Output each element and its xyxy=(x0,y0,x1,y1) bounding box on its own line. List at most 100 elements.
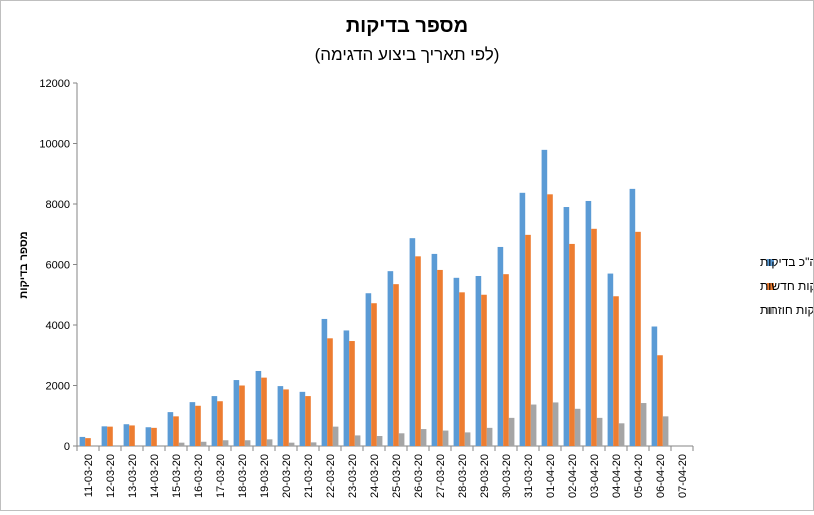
bar-1 xyxy=(299,391,306,446)
bar-3 xyxy=(376,436,383,446)
bar-3 xyxy=(508,417,515,446)
bar-1 xyxy=(79,436,86,446)
bar-3 xyxy=(288,442,295,446)
bar-2 xyxy=(173,416,179,446)
bar-1 xyxy=(233,380,240,446)
bar-2 xyxy=(129,425,135,446)
x-tick-label: 02-04-20 xyxy=(567,454,579,498)
x-tick-label: 29-03-20 xyxy=(479,454,491,498)
bar-2 xyxy=(107,426,113,446)
bar-1 xyxy=(563,207,570,446)
legend-swatch xyxy=(767,283,774,290)
x-tick-label: 12-03-20 xyxy=(105,454,117,498)
y-tick-label: 0 xyxy=(64,441,70,453)
plot-area: 0 2000 4000 6000 8000 10000 12000 11-03-20 12-03… xyxy=(39,78,694,498)
bar-2 xyxy=(481,294,487,446)
bar-2 xyxy=(635,231,641,446)
x-tick-label: 01-04-20 xyxy=(545,454,557,498)
bar-3 xyxy=(574,408,581,446)
bar-2 xyxy=(415,256,421,446)
bar-1 xyxy=(101,426,108,446)
bar-1 xyxy=(453,277,460,446)
x-tick-label: 13-03-20 xyxy=(127,454,139,498)
x-tick-label: 20-03-20 xyxy=(281,454,293,498)
bar-3 xyxy=(552,402,559,446)
y-tick-label: 10000 xyxy=(39,139,70,151)
x-tick-label: 23-03-20 xyxy=(347,454,359,498)
bar-1 xyxy=(277,386,284,446)
bar-3 xyxy=(222,440,229,446)
chart-subtitle: (לפי תאריך ביצוע הדגימה) xyxy=(315,45,500,64)
bar-1 xyxy=(541,149,548,447)
bar-3 xyxy=(332,426,339,446)
bar-1 xyxy=(497,246,504,446)
bar-3 xyxy=(310,442,317,446)
x-tick-label: 30-03-20 xyxy=(501,454,513,498)
bar-1 xyxy=(629,188,636,446)
x-tick-label: 28-03-20 xyxy=(457,454,469,498)
bar-2 xyxy=(657,355,663,446)
x-tick-label: 18-03-20 xyxy=(237,454,249,498)
x-tick-label: 25-03-20 xyxy=(391,454,403,498)
x-tick-label: 07-04-20 xyxy=(677,454,689,498)
x-tick-label: 19-03-20 xyxy=(259,454,271,498)
bar-2 xyxy=(195,405,201,446)
bar-1 xyxy=(365,293,372,446)
bar-1 xyxy=(475,275,482,446)
bar-2 xyxy=(525,234,531,446)
x-tick-label: 05-04-20 xyxy=(633,454,645,498)
y-axis-title: מספר בדיקות xyxy=(18,231,30,298)
legend-label: בדיקות חדשות xyxy=(760,279,813,293)
bar-2 xyxy=(371,303,377,446)
bar-3 xyxy=(596,417,603,446)
legend-swatch xyxy=(767,259,774,266)
bar-1 xyxy=(387,271,394,446)
bar-1 xyxy=(123,424,130,446)
bar-2 xyxy=(239,385,245,446)
bar-1 xyxy=(431,253,438,446)
bar-1 xyxy=(607,273,614,446)
bar-3 xyxy=(442,430,449,446)
bar-1 xyxy=(145,427,152,446)
x-tick-label: 21-03-20 xyxy=(303,454,315,498)
bar-1 xyxy=(519,192,526,446)
x-tick-label: 27-03-20 xyxy=(435,454,447,498)
y-tick-label: 2000 xyxy=(46,381,70,393)
x-tick-label: 24-03-20 xyxy=(369,454,381,498)
bar-1 xyxy=(255,370,262,446)
x-tick-label: 11-03-20 xyxy=(83,454,95,497)
bar-1 xyxy=(167,412,174,446)
bar-2 xyxy=(437,269,443,446)
bar-3 xyxy=(640,403,647,446)
bar-3 xyxy=(200,441,207,446)
bar-1 xyxy=(409,238,416,446)
bar-1 xyxy=(321,318,328,446)
bar-3 xyxy=(354,435,361,446)
bar-3 xyxy=(486,427,493,446)
bar-2 xyxy=(503,274,509,446)
bar-3 xyxy=(266,439,273,446)
x-tick-label: 04-04-20 xyxy=(611,454,623,498)
bar-1 xyxy=(189,402,196,446)
bar-2 xyxy=(591,228,597,446)
bar-2 xyxy=(547,194,553,446)
x-tick-label: 16-03-20 xyxy=(193,454,205,498)
x-tick-label: 15-03-20 xyxy=(171,454,183,498)
x-tick-label: 22-03-20 xyxy=(325,454,337,498)
x-tick-label: 14-03-20 xyxy=(149,454,161,498)
bar-2 xyxy=(305,396,311,446)
bar-2 xyxy=(393,284,399,446)
x-tick-label: 31-03-20 xyxy=(523,454,535,498)
bar-1 xyxy=(651,326,658,446)
legend-label: סה"כ בדיקות xyxy=(760,255,813,269)
bar-2 xyxy=(327,338,333,446)
bar-3 xyxy=(178,442,185,446)
bar-2 xyxy=(151,427,157,446)
bar-2 xyxy=(349,341,355,446)
legend: סה"כ בדיקות בדיקות חדשות בדיקות חוזרות xyxy=(760,255,814,317)
y-tick-label: 12000 xyxy=(39,78,70,90)
bar-3 xyxy=(464,432,471,446)
x-tick-label: 03-04-20 xyxy=(589,454,601,498)
y-tick-label: 4000 xyxy=(46,320,70,332)
